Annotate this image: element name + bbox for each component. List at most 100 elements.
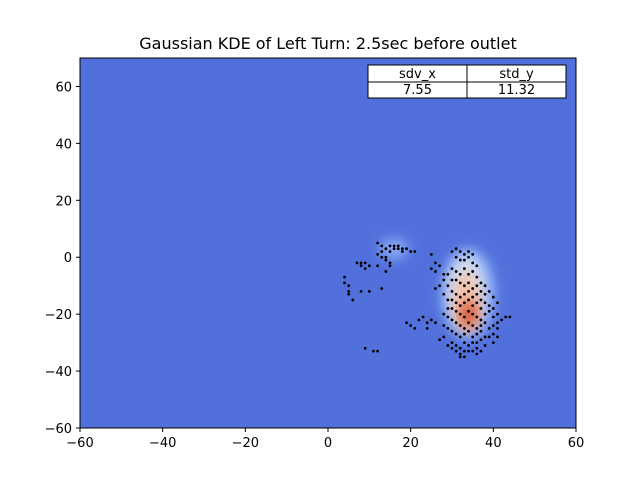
- data-point-107: [454, 309, 458, 313]
- data-point-147: [463, 349, 466, 353]
- data-point-166: [496, 312, 499, 316]
- data-point-97: [479, 289, 483, 293]
- data-point-161: [483, 284, 487, 288]
- data-point-14: [401, 250, 404, 253]
- data-point-121: [467, 321, 470, 325]
- data-point-103: [471, 304, 475, 308]
- data-point-73: [463, 258, 466, 262]
- data-point-43: [425, 321, 429, 325]
- data-point-135: [475, 332, 479, 336]
- data-point-126: [487, 326, 491, 330]
- y-axis: −60 −40 −20 0 20 40 60: [45, 80, 80, 437]
- data-point-81: [467, 272, 470, 276]
- data-point-146: [458, 352, 462, 356]
- data-point-90: [450, 289, 454, 293]
- plot-area: [79, 57, 577, 429]
- data-point-89: [475, 284, 479, 288]
- data-point-108: [458, 312, 462, 316]
- data-point-64: [446, 298, 450, 302]
- data-point-54: [429, 252, 433, 256]
- data-point-120: [463, 326, 466, 330]
- data-point-91: [454, 292, 458, 296]
- data-point-132: [463, 332, 466, 336]
- data-point-133: [467, 329, 470, 333]
- x-tick-label-6: 60: [568, 436, 585, 451]
- data-point-34: [380, 287, 384, 290]
- data-point-136: [479, 329, 483, 333]
- data-point-124: [479, 324, 483, 327]
- data-point-6: [388, 244, 392, 248]
- data-point-7: [388, 250, 392, 253]
- data-point-11: [396, 244, 400, 248]
- data-point-175: [479, 338, 483, 342]
- data-point-80: [463, 267, 466, 271]
- y-tick-label-6: 60: [55, 80, 72, 95]
- data-point-142: [467, 344, 470, 347]
- x-tick-label-0: −60: [66, 436, 93, 451]
- data-point-8: [388, 261, 392, 265]
- data-point-32: [359, 289, 363, 293]
- data-point-53: [376, 349, 379, 353]
- data-point-50: [450, 346, 454, 350]
- data-point-156: [479, 298, 483, 302]
- data-point-35: [376, 264, 379, 268]
- data-point-117: [450, 318, 454, 322]
- y-tick-label-4: 20: [55, 194, 72, 209]
- data-point-123: [475, 326, 479, 330]
- data-point-163: [491, 295, 495, 299]
- data-point-24: [363, 267, 367, 271]
- data-point-168: [504, 315, 508, 319]
- data-point-60: [442, 278, 446, 282]
- data-point-169: [508, 315, 512, 319]
- table-header-sdv-x: sdv_x: [399, 67, 436, 82]
- data-point-63: [442, 292, 446, 296]
- data-point-164: [496, 301, 499, 305]
- data-point-176: [475, 341, 479, 345]
- data-point-28: [347, 284, 351, 288]
- data-point-25: [367, 264, 371, 268]
- data-point-99: [454, 301, 458, 305]
- data-point-134: [471, 335, 475, 339]
- data-point-31: [351, 298, 355, 302]
- data-point-152: [446, 307, 450, 310]
- y-tick-label-1: −40: [45, 365, 72, 380]
- data-point-127: [491, 324, 495, 327]
- data-point-44: [425, 326, 429, 330]
- data-point-178: [475, 352, 479, 356]
- y-tick-label-3: 0: [64, 251, 72, 266]
- data-point-3: [384, 247, 388, 251]
- data-point-118: [454, 321, 458, 325]
- data-point-56: [429, 267, 433, 271]
- y-tick-label-2: −20: [45, 308, 72, 323]
- data-point-22: [359, 264, 363, 268]
- data-point-143: [471, 341, 475, 345]
- data-point-78: [454, 270, 458, 273]
- data-point-141: [463, 341, 466, 345]
- data-point-18: [376, 252, 379, 256]
- data-point-33: [367, 289, 371, 293]
- data-point-171: [491, 332, 495, 336]
- data-point-172: [487, 335, 491, 339]
- data-point-67: [458, 250, 462, 253]
- data-point-41: [417, 318, 421, 322]
- data-point-174: [496, 335, 499, 339]
- chart-title: Gaussian KDE of Left Turn: 2.5sec before…: [139, 34, 516, 53]
- data-point-65: [450, 250, 454, 253]
- data-point-173: [491, 341, 495, 345]
- data-point-106: [450, 307, 454, 310]
- data-point-48: [442, 335, 446, 339]
- data-point-154: [446, 272, 450, 276]
- data-point-30: [347, 292, 351, 296]
- data-point-131: [458, 335, 462, 339]
- data-point-101: [463, 301, 466, 305]
- data-point-23: [363, 261, 367, 265]
- data-point-150: [446, 315, 450, 319]
- data-point-94: [467, 289, 470, 293]
- data-point-9: [392, 244, 396, 248]
- data-point-119: [458, 324, 462, 327]
- data-point-37: [388, 264, 392, 268]
- x-axis: −60 −40 −20 0 20 40 60: [66, 428, 584, 451]
- data-point-179: [471, 349, 475, 353]
- data-point-84: [454, 278, 458, 282]
- data-point-116: [491, 315, 495, 319]
